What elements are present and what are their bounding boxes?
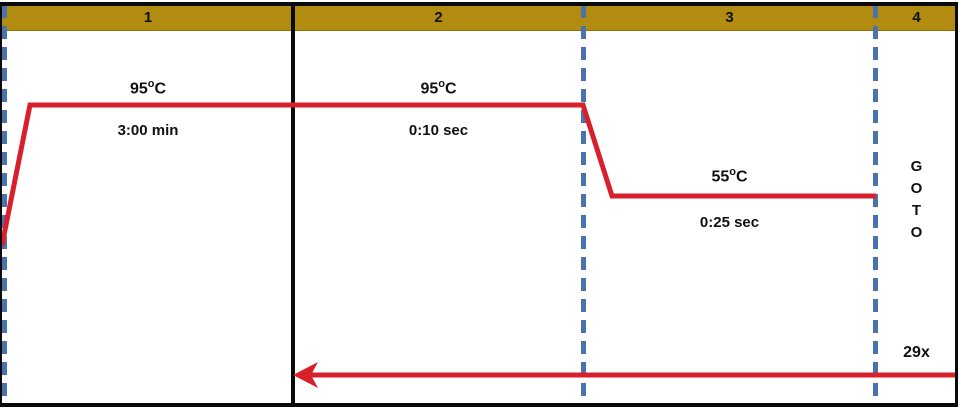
step-divider-dashed-2-3	[581, 5, 586, 404]
step2-temp-unit: C	[444, 80, 457, 98]
step3-temp-unit: C	[735, 168, 748, 186]
step-header-bar	[2, 6, 956, 31]
step-number-2: 2	[434, 9, 443, 26]
step3-temp-label: 55oC	[585, 166, 874, 186]
cycle-count-label: 29x	[903, 344, 930, 361]
step2-temp-label: 95oC	[295, 78, 582, 98]
temperature-profile-line	[0, 102, 876, 246]
step1-temp-value: 95	[129, 80, 148, 98]
step1-degree-symbol: o	[147, 78, 155, 90]
step-number-1: 1	[143, 9, 153, 26]
step3-temp-value: 55	[711, 168, 730, 186]
goto-letter-g: G	[910, 158, 923, 175]
step-divider-dashed-left	[2, 5, 7, 404]
step3-degree-symbol: o	[729, 166, 736, 178]
step-number-4: 4	[912, 9, 921, 26]
step-number-3: 3	[725, 9, 734, 26]
cycle-loop-arrowhead	[293, 362, 318, 388]
step2-duration-label: 0:10 sec	[408, 122, 469, 139]
step1-temp-label: 95oC	[4, 78, 292, 98]
goto-letter-t: T	[911, 202, 922, 219]
step1-temp-unit: C	[154, 80, 167, 98]
step1-duration-label: 3:00 min	[117, 122, 179, 139]
step2-degree-symbol: o	[438, 78, 445, 90]
goto-letter-o1: O	[910, 180, 923, 197]
goto-label: G O T O	[877, 156, 956, 244]
goto-letter-o2: O	[910, 224, 923, 241]
step3-duration-label: 0:25 sec	[699, 214, 760, 231]
step-divider-solid	[291, 5, 295, 405]
step-divider-dashed-3-4	[873, 5, 878, 404]
step2-temp-value: 95	[420, 80, 439, 98]
